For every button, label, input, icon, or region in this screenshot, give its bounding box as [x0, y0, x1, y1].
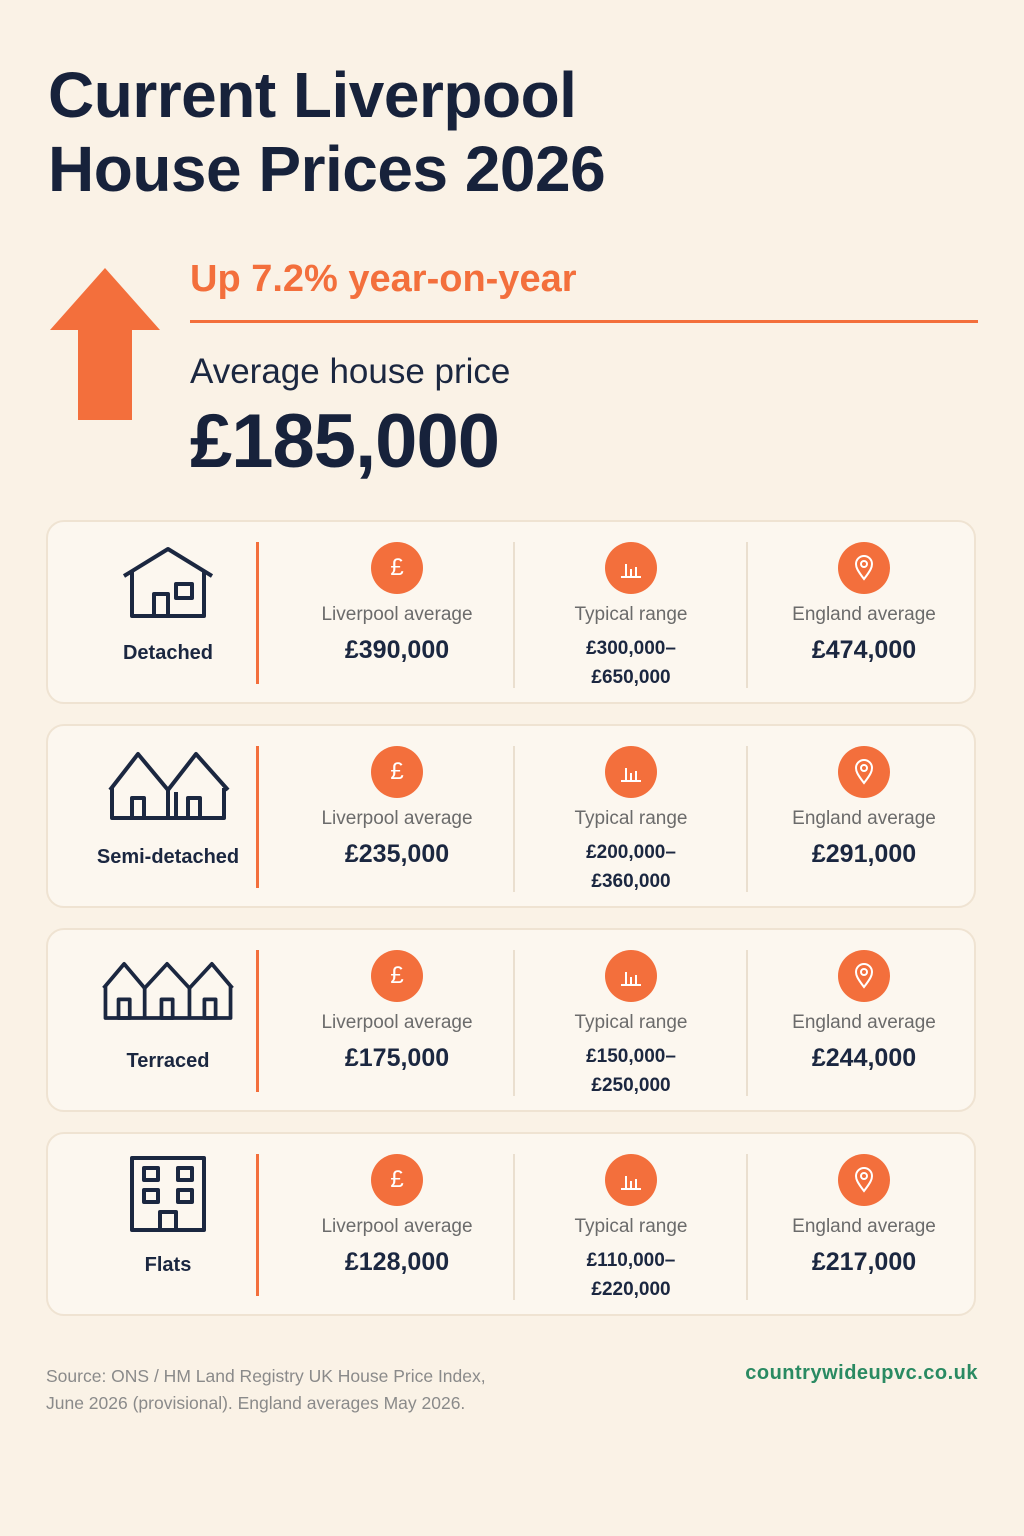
stat-divider	[513, 542, 515, 688]
england-average-stat: England average £244,000	[748, 950, 980, 1073]
property-card-semi-detached: Semi-detached £ Liverpool average £235,0…	[46, 724, 976, 908]
average-price-label: Average house price	[190, 352, 511, 391]
england-average-stat: England average £291,000	[748, 746, 980, 869]
pound-icon: £	[371, 950, 423, 1002]
range-low: £300,000–	[586, 638, 676, 659]
typical-range-value: £300,000– £650,000	[515, 634, 747, 692]
bar-chart-icon	[605, 1154, 657, 1206]
range-high: £220,000	[591, 1279, 671, 1300]
liverpool-average-value: £128,000	[344, 1248, 450, 1276]
typical-range-label: Typical range	[574, 808, 688, 829]
up-arrow-icon	[50, 268, 160, 420]
liverpool-average-stat: £ Liverpool average £128,000	[281, 1154, 513, 1277]
location-pin-icon	[838, 950, 890, 1002]
year-on-year-change: Up 7.2% year-on-year	[190, 258, 577, 300]
liverpool-average-label: Liverpool average	[321, 604, 473, 625]
card-accent-bar	[256, 542, 259, 684]
typical-range-stat: Typical range £200,000– £360,000	[515, 746, 747, 896]
semi-detached-house-icon	[98, 746, 238, 826]
bar-chart-icon	[605, 542, 657, 594]
england-average-value: £244,000	[811, 1044, 917, 1072]
stat-divider	[746, 1154, 748, 1300]
typical-range-value: £200,000– £360,000	[515, 838, 747, 896]
liverpool-average-value: £175,000	[344, 1044, 450, 1072]
stat-divider	[513, 1154, 515, 1300]
typical-range-stat: Typical range £150,000– £250,000	[515, 950, 747, 1100]
range-high: £650,000	[591, 667, 671, 688]
england-average-value: £474,000	[811, 636, 917, 664]
england-average-label: England average	[792, 808, 936, 829]
liverpool-average-value: £390,000	[344, 636, 450, 664]
stat-divider	[746, 542, 748, 688]
flats-building-icon	[98, 1154, 238, 1234]
typical-range-stat: Typical range £300,000– £650,000	[515, 542, 747, 692]
property-card-detached: Detached £ Liverpool average £390,000 Ty…	[46, 520, 976, 704]
liverpool-average-label: Liverpool average	[321, 1012, 473, 1033]
stat-divider	[746, 950, 748, 1096]
typical-range-label: Typical range	[574, 1216, 688, 1237]
pound-icon: £	[371, 1154, 423, 1206]
property-card-flats: Flats £ Liverpool average £128,000 Typic…	[46, 1132, 976, 1316]
source-line-1: Source: ONS / HM Land Registry UK House …	[46, 1366, 486, 1386]
detached-house-icon	[98, 542, 238, 622]
pound-icon: £	[371, 746, 423, 798]
range-low: £150,000–	[586, 1046, 676, 1067]
england-average-stat: England average £474,000	[748, 542, 980, 665]
liverpool-average-stat: £ Liverpool average £175,000	[281, 950, 513, 1073]
stat-divider	[513, 746, 515, 892]
liverpool-average-label: Liverpool average	[321, 1216, 473, 1237]
terraced-house-icon	[98, 950, 238, 1030]
bar-chart-icon	[605, 950, 657, 1002]
range-low: £110,000–	[586, 1250, 676, 1271]
range-high: £360,000	[591, 871, 671, 892]
typical-range-stat: Typical range £110,000– £220,000	[515, 1154, 747, 1304]
typical-range-value: £150,000– £250,000	[515, 1042, 747, 1100]
property-type-label: Detached	[122, 642, 214, 664]
england-average-label: England average	[792, 604, 936, 625]
england-average-stat: England average £217,000	[748, 1154, 980, 1277]
title-line-1: Current Liverpool	[48, 59, 577, 131]
england-average-value: £217,000	[811, 1248, 917, 1276]
source-line-2: June 2026 (provisional). England average…	[46, 1393, 466, 1413]
page-title: Current Liverpool House Prices 2026	[48, 58, 606, 206]
website-link[interactable]: countrywideupvc.co.uk	[745, 1362, 978, 1384]
typical-range-label: Typical range	[574, 604, 688, 625]
liverpool-average-stat: £ Liverpool average £390,000	[281, 542, 513, 665]
title-line-2: House Prices 2026	[48, 133, 606, 205]
card-accent-bar	[256, 950, 259, 1092]
england-average-value: £291,000	[811, 840, 917, 868]
typical-range-value: £110,000– £220,000	[515, 1246, 747, 1304]
england-average-label: England average	[792, 1216, 936, 1237]
property-type-label: Flats	[144, 1254, 192, 1276]
range-high: £250,000	[591, 1075, 671, 1096]
liverpool-average-label: Liverpool average	[321, 808, 473, 829]
bar-chart-icon	[605, 746, 657, 798]
stat-divider	[513, 950, 515, 1096]
source-note: Source: ONS / HM Land Registry UK House …	[46, 1363, 606, 1417]
range-low: £200,000–	[586, 842, 676, 863]
liverpool-average-stat: £ Liverpool average £235,000	[281, 746, 513, 869]
property-type-label: Terraced	[126, 1050, 210, 1072]
england-average-label: England average	[792, 1012, 936, 1033]
average-price-value: £185,000	[190, 399, 500, 484]
headline-divider	[190, 320, 978, 323]
property-card-terraced: Terraced £ Liverpool average £175,000 Ty…	[46, 928, 976, 1112]
card-accent-bar	[256, 746, 259, 888]
card-accent-bar	[256, 1154, 259, 1296]
liverpool-average-value: £235,000	[344, 840, 450, 868]
location-pin-icon	[838, 1154, 890, 1206]
pound-icon: £	[371, 542, 423, 594]
stat-divider	[746, 746, 748, 892]
location-pin-icon	[838, 542, 890, 594]
typical-range-label: Typical range	[574, 1012, 688, 1033]
location-pin-icon	[838, 746, 890, 798]
property-type-label: Semi-detached	[96, 846, 240, 868]
